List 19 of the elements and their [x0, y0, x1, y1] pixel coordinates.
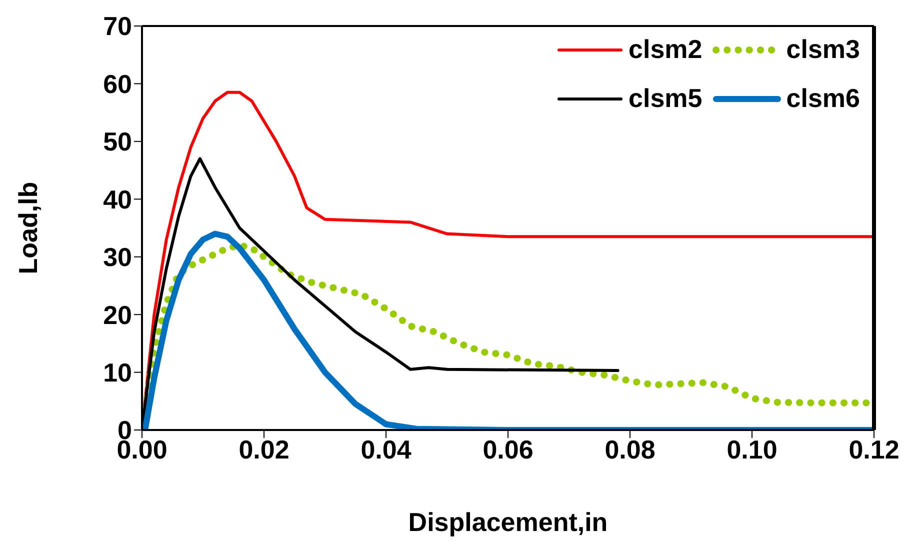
legend-label: clsm6	[786, 83, 860, 114]
y-tick-label: 10	[103, 358, 132, 388]
y-tick-label: 20	[103, 300, 132, 330]
x-tick-label: 0.08	[604, 434, 656, 464]
legend-label: clsm2	[628, 34, 702, 65]
x-axis-title: Displacement,in	[408, 507, 608, 537]
y-tick-label: 40	[103, 184, 132, 214]
y-axis-title: Load,lb	[13, 182, 44, 274]
legend-label: clsm3	[786, 34, 860, 65]
x-tick-label: 0.04	[360, 434, 412, 464]
legend-label: clsm5	[628, 83, 702, 114]
x-tick-label: 0.12	[848, 434, 900, 464]
x-tick-label: 0.06	[482, 434, 534, 464]
y-tick-label: 30	[103, 242, 132, 272]
x-tick-label: 0.10	[726, 434, 778, 464]
y-tick-label: 60	[103, 68, 132, 99]
x-tick-label: 0.02	[238, 434, 290, 464]
y-tick-label: 70	[103, 11, 132, 42]
y-tick-label: 50	[103, 126, 132, 157]
